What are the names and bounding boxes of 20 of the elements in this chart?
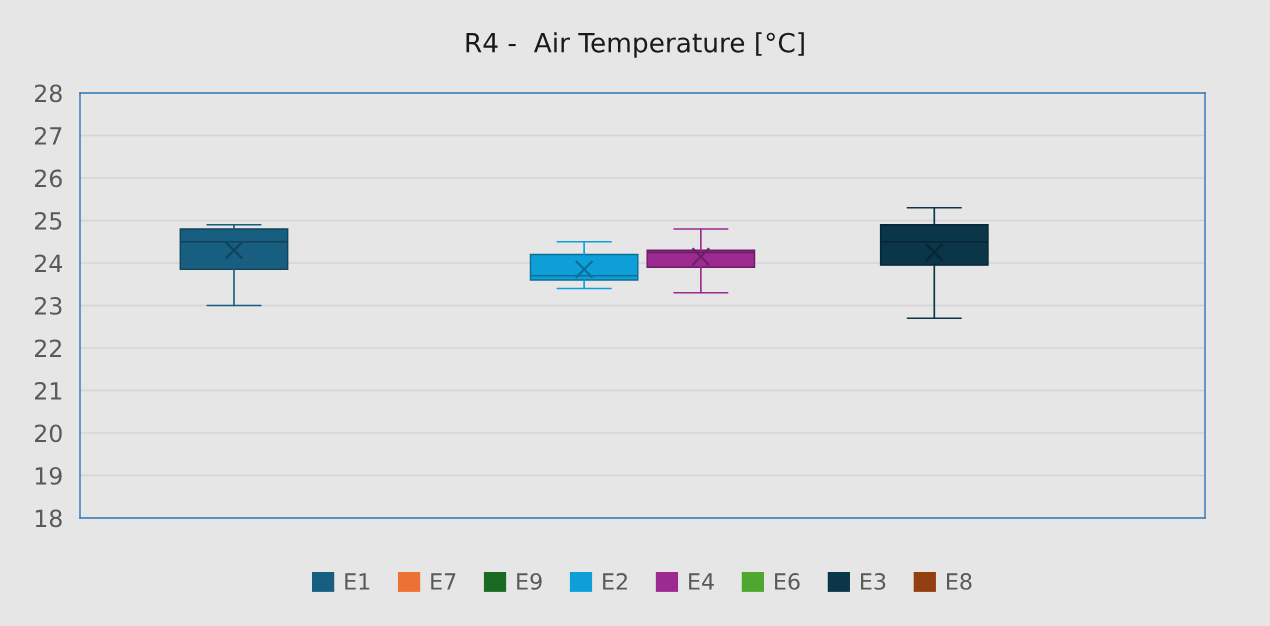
y-tick-label: 24	[35, 254, 63, 272]
y-tick-label: 28	[35, 84, 62, 103]
y-tick-label: 26	[35, 169, 62, 188]
legend-label: E9	[517, 573, 542, 590]
legend-label: E8	[947, 573, 972, 590]
legend-label: E6	[775, 573, 800, 590]
legend-label: E3	[861, 573, 886, 590]
y-tick-label: 25	[35, 211, 62, 230]
y-tick-label: 21	[35, 381, 62, 400]
y-tick-label: 23	[35, 296, 62, 315]
chart-title: R4 - Air Temperature [°C]	[466, 32, 804, 58]
y-tick-label: 19	[35, 466, 62, 485]
y-tick-label: 22	[35, 339, 61, 357]
y-tick-label: 20	[35, 424, 62, 443]
legend-label: E7	[431, 573, 456, 590]
legend-label: E4	[689, 573, 714, 590]
y-tick-label: 27	[35, 126, 62, 145]
legend-label: E1	[345, 573, 370, 590]
y-tick-label: 18	[35, 509, 62, 528]
legend-label: E2	[603, 573, 627, 590]
